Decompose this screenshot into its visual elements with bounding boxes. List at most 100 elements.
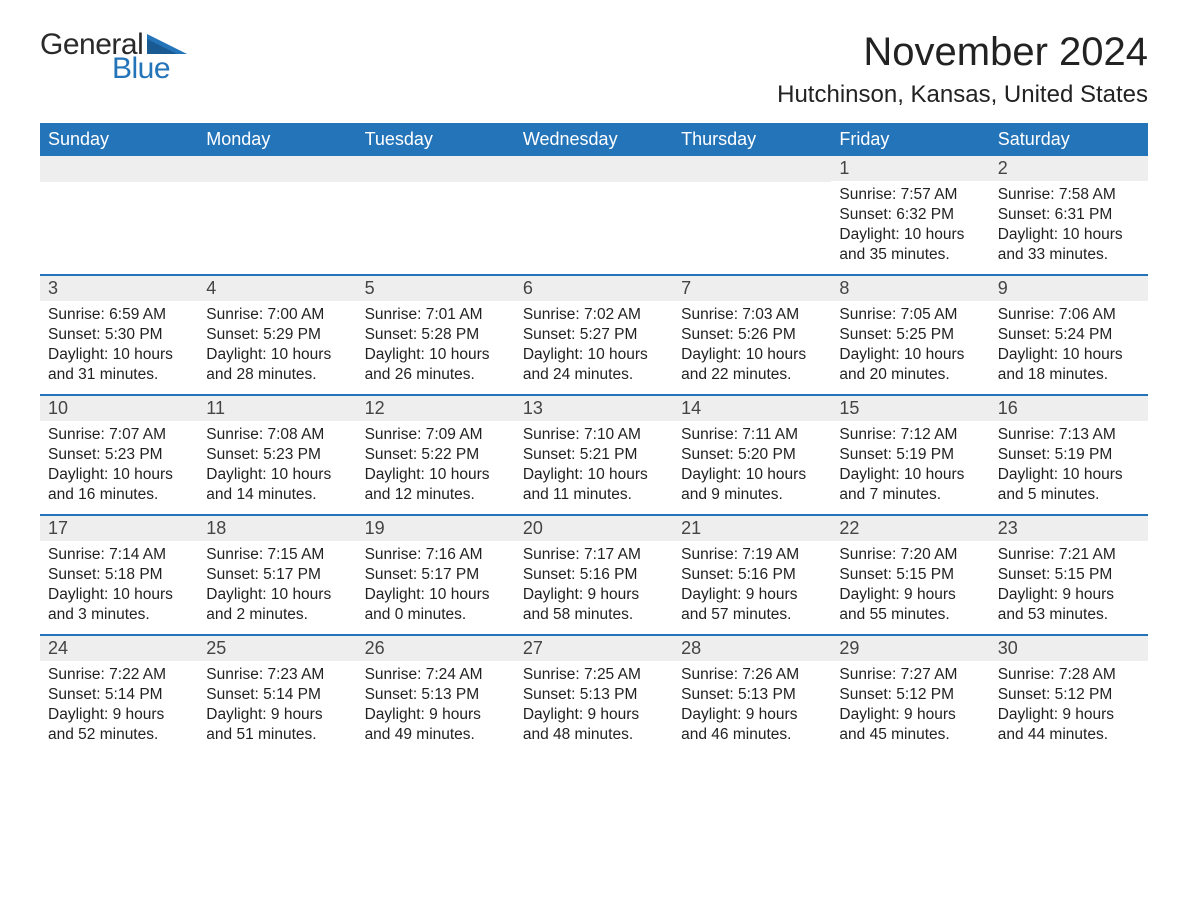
day-line: Sunset: 5:19 PM [839,445,981,465]
calendar-day: 1Sunrise: 7:57 AMSunset: 6:32 PMDaylight… [831,156,989,274]
day-content: Sunrise: 7:07 AMSunset: 5:23 PMDaylight:… [40,421,198,514]
calendar-day [673,156,831,274]
location-subtitle: Hutchinson, Kansas, United States [777,81,1148,109]
calendar-day: 13Sunrise: 7:10 AMSunset: 5:21 PMDayligh… [515,396,673,514]
calendar-day [357,156,515,274]
day-line: and 20 minutes. [839,365,981,385]
calendar-day: 14Sunrise: 7:11 AMSunset: 5:20 PMDayligh… [673,396,831,514]
calendar-week: 3Sunrise: 6:59 AMSunset: 5:30 PMDaylight… [40,274,1148,394]
calendar-day: 29Sunrise: 7:27 AMSunset: 5:12 PMDayligh… [831,636,989,754]
day-line: Sunset: 5:12 PM [998,685,1140,705]
day-number: 5 [357,276,515,301]
calendar-day: 17Sunrise: 7:14 AMSunset: 5:18 PMDayligh… [40,516,198,634]
day-line: Daylight: 9 hours [681,585,823,605]
calendar-day [515,156,673,274]
day-content [198,182,356,194]
day-line: Sunrise: 7:24 AM [365,665,507,685]
weekday-label: Thursday [673,123,831,156]
day-line: Daylight: 10 hours [206,585,348,605]
page-header: General Blue November 2024 Hutchinson, K… [40,30,1148,109]
day-line: Sunrise: 7:14 AM [48,545,190,565]
day-line: Daylight: 10 hours [365,345,507,365]
calendar-day: 21 Sunrise: 7:19 AMSunset: 5:16 PMDayligh… [673,516,831,634]
day-content: Sunrise: 7:03 AMSunset: 5:26 PMDaylight:… [673,301,831,394]
calendar-day: 22Sunrise: 7:20 AMSunset: 5:15 PMDayligh… [831,516,989,634]
day-line: Sunrise: 7:06 AM [998,305,1140,325]
day-content: Sunrise: 7:15 AMSunset: 5:17 PMDaylight:… [198,541,356,634]
day-content: Sunrise: 7:17 AMSunset: 5:16 PMDaylight:… [515,541,673,634]
calendar-day: 18Sunrise: 7:15 AMSunset: 5:17 PMDayligh… [198,516,356,634]
day-number: 1 [831,156,989,181]
calendar-day: 11Sunrise: 7:08 AMSunset: 5:23 PMDayligh… [198,396,356,514]
day-line: Daylight: 9 hours [206,705,348,725]
day-line: and 45 minutes. [839,725,981,745]
day-line: and 52 minutes. [48,725,190,745]
day-line: Sunrise: 7:21 AM [998,545,1140,565]
day-line: and 16 minutes. [48,485,190,505]
day-line: Daylight: 10 hours [681,465,823,485]
day-content: Sunrise: 7:01 AMSunset: 5:28 PMDaylight:… [357,301,515,394]
day-content: Sunrise: 7:08 AMSunset: 5:23 PMDaylight:… [198,421,356,514]
day-line: Sunset: 5:20 PM [681,445,823,465]
day-line: Sunrise: 6:59 AM [48,305,190,325]
day-line: and 48 minutes. [523,725,665,745]
day-line: Sunset: 5:16 PM [523,565,665,585]
day-line: Daylight: 10 hours [48,585,190,605]
day-line: and 26 minutes. [365,365,507,385]
brand-logo: General Blue [40,30,187,84]
day-line: Sunrise: 7:20 AM [839,545,981,565]
day-number: 3 [40,276,198,301]
day-number: 21 [673,516,831,541]
day-number [357,156,515,182]
day-line: and 3 minutes. [48,605,190,625]
calendar-day: 8Sunrise: 7:05 AMSunset: 5:25 PMDaylight… [831,276,989,394]
day-line: Daylight: 9 hours [839,705,981,725]
day-line: Sunrise: 7:02 AM [523,305,665,325]
day-content: Sunrise: 7:58 AMSunset: 6:31 PMDaylight:… [990,181,1148,274]
day-content: Sunrise: 7:22 AMSunset: 5:14 PMDaylight:… [40,661,198,754]
day-line: Sunset: 5:27 PM [523,325,665,345]
day-line: Sunset: 5:23 PM [48,445,190,465]
day-line: Sunset: 5:17 PM [365,565,507,585]
day-content: Sunrise: 7:57 AMSunset: 6:32 PMDaylight:… [831,181,989,274]
day-number: 18 [198,516,356,541]
day-line: Sunset: 5:13 PM [365,685,507,705]
day-line: Sunrise: 7:23 AM [206,665,348,685]
calendar-day: 24Sunrise: 7:22 AMSunset: 5:14 PMDayligh… [40,636,198,754]
day-line: Daylight: 10 hours [839,225,981,245]
day-line: Sunrise: 7:01 AM [365,305,507,325]
day-line: Sunset: 5:13 PM [523,685,665,705]
day-line: Sunrise: 7:17 AM [523,545,665,565]
calendar-day: 30Sunrise: 7:28 AMSunset: 5:12 PMDayligh… [990,636,1148,754]
day-number: 8 [831,276,989,301]
calendar-day: 2Sunrise: 7:58 AMSunset: 6:31 PMDaylight… [990,156,1148,274]
day-line: Sunset: 5:16 PM [681,565,823,585]
day-number: 16 [990,396,1148,421]
day-line: Sunrise: 7:19 AM [681,545,823,565]
day-line: Daylight: 9 hours [523,705,665,725]
day-line: Sunset: 5:24 PM [998,325,1140,345]
day-line: and 33 minutes. [998,245,1140,265]
day-content: Sunrise: 7:09 AMSunset: 5:22 PMDaylight:… [357,421,515,514]
day-line: Sunset: 5:12 PM [839,685,981,705]
day-line: Daylight: 10 hours [839,465,981,485]
calendar-day: 7Sunrise: 7:03 AMSunset: 5:26 PMDaylight… [673,276,831,394]
calendar-day: 4Sunrise: 7:00 AMSunset: 5:29 PMDaylight… [198,276,356,394]
calendar-week: 1Sunrise: 7:57 AMSunset: 6:32 PMDaylight… [40,156,1148,274]
calendar-day: 9Sunrise: 7:06 AMSunset: 5:24 PMDaylight… [990,276,1148,394]
day-line: Sunset: 5:14 PM [206,685,348,705]
day-number: 11 [198,396,356,421]
weekday-label: Saturday [990,123,1148,156]
calendar-day: 20Sunrise: 7:17 AMSunset: 5:16 PMDayligh… [515,516,673,634]
day-content [673,182,831,194]
calendar-day: 6Sunrise: 7:02 AMSunset: 5:27 PMDaylight… [515,276,673,394]
day-line: and 18 minutes. [998,365,1140,385]
calendar-day: 3Sunrise: 6:59 AMSunset: 5:30 PMDaylight… [40,276,198,394]
day-line: and 11 minutes. [523,485,665,505]
day-line: Sunrise: 7:22 AM [48,665,190,685]
day-line: Daylight: 10 hours [48,345,190,365]
day-number: 23 [990,516,1148,541]
day-line: Sunrise: 7:26 AM [681,665,823,685]
month-title: November 2024 [777,30,1148,75]
weekday-label: Wednesday [515,123,673,156]
